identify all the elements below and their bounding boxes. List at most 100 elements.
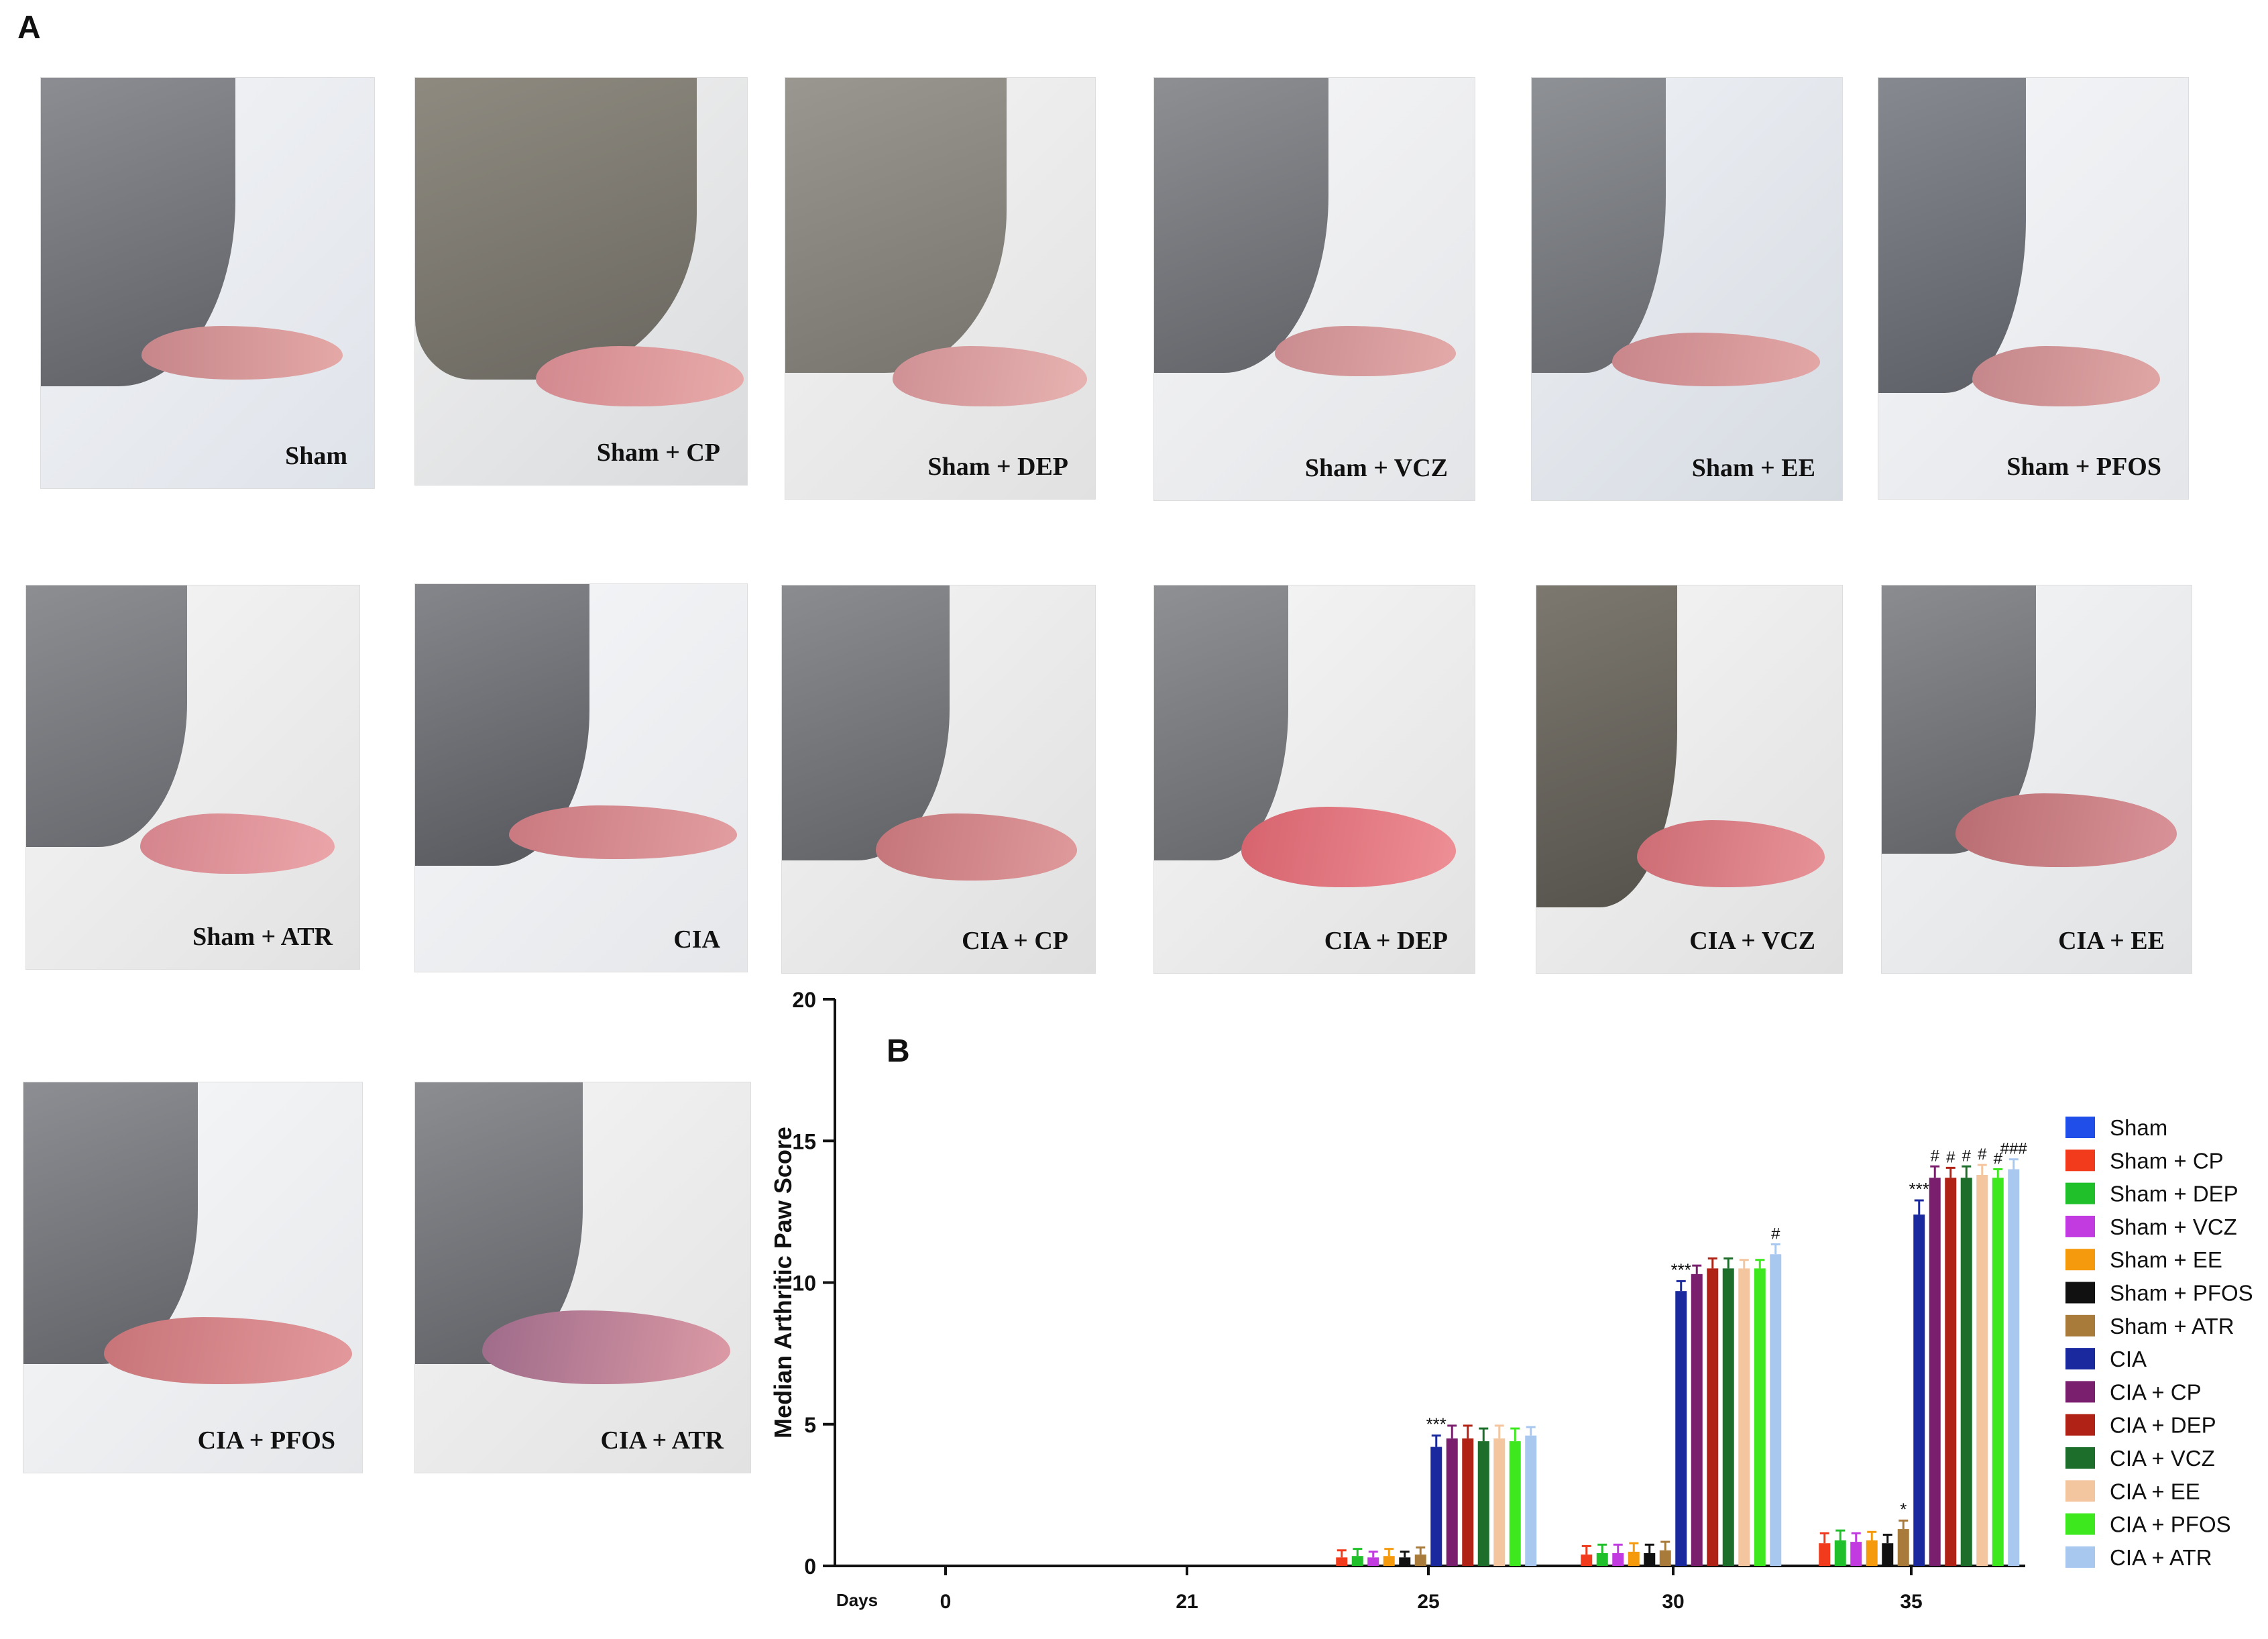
bar: [1960, 1178, 1972, 1566]
bar: [1945, 1178, 1957, 1566]
significance-mark: #: [1771, 1225, 1780, 1243]
x-tick-label: 21: [1176, 1591, 1198, 1613]
bar: [1612, 1552, 1624, 1566]
photo-cia-atr: CIA + ATR: [414, 1082, 751, 1473]
photo-caption: Sham + ATR: [192, 923, 333, 951]
bar: [1644, 1552, 1656, 1566]
bar: [1596, 1552, 1608, 1566]
y-tick-label: 0: [804, 1555, 816, 1579]
bar: [1430, 1447, 1442, 1566]
legend-swatch: [2065, 1149, 2095, 1172]
bar: [1383, 1556, 1395, 1566]
legend-label: Sham: [2110, 1115, 2167, 1140]
y-tick-label: 5: [804, 1413, 816, 1437]
legend-swatch: [2065, 1546, 2095, 1568]
legend-label: CIA + DEP: [2110, 1413, 2216, 1438]
chart-axes: 0 5 10 15 20 Median Arthritic Paw Score Days 0 2…: [769, 988, 2025, 1613]
bar: [1691, 1274, 1703, 1566]
bar: [1707, 1268, 1719, 1566]
legend-label: Sham + VCZ: [2110, 1214, 2237, 1239]
bar: [1509, 1441, 1521, 1566]
legend-swatch: [2065, 1314, 2095, 1337]
photo-caption: CIA + EE: [2058, 927, 2165, 955]
legend-swatch: [2065, 1215, 2095, 1237]
x-axis-title: Days: [836, 1590, 878, 1610]
photo-caption: Sham + VCZ: [1304, 454, 1448, 482]
significance-mark: #: [1962, 1147, 1972, 1165]
photo-sham: Sham: [40, 77, 375, 489]
legend-swatch: [2065, 1117, 2095, 1138]
significance-mark: ***: [1671, 1259, 1691, 1280]
photo-caption: CIA + PFOS: [197, 1426, 335, 1455]
legend-swatch: [2065, 1182, 2095, 1204]
bar: [1722, 1268, 1734, 1566]
photo-cia-dep: CIA + DEP: [1153, 585, 1475, 974]
photo-sham-dep: Sham + DEP: [785, 77, 1096, 500]
legend-label: CIA + PFOS: [2110, 1512, 2231, 1537]
legend-label: CIA + VCZ: [2110, 1446, 2215, 1471]
significance-mark: ***: [1909, 1179, 1929, 1199]
chart-annotations: ******#****# # # # ####: [1426, 1140, 2028, 1520]
photo-caption: Sham + CP: [596, 439, 720, 467]
legend-swatch: [2065, 1282, 2095, 1304]
bar: [1770, 1254, 1782, 1566]
significance-mark: ###: [2000, 1140, 2028, 1158]
legend-swatch: [2065, 1414, 2095, 1436]
legend-swatch: [2065, 1381, 2095, 1403]
significance-mark: #: [1978, 1145, 1987, 1164]
bar: [2008, 1169, 2020, 1566]
photo-cia-pfos: CIA + PFOS: [23, 1082, 363, 1473]
legend-swatch: [2065, 1348, 2095, 1370]
y-tick-label: 15: [792, 1129, 816, 1153]
bar: [1351, 1556, 1363, 1566]
legend-swatch: [2065, 1513, 2095, 1535]
bar: [1367, 1557, 1379, 1566]
y-axis-title: Median Arthritic Paw Score: [769, 1127, 797, 1438]
x-tick-label: 0: [940, 1591, 952, 1613]
photo-caption: Sham + EE: [1691, 454, 1815, 482]
bar: [1882, 1543, 1894, 1566]
photo-caption: Sham + DEP: [927, 453, 1068, 481]
legend-label: Sham + DEP: [2110, 1182, 2238, 1206]
chart-bars: [1336, 1158, 2020, 1566]
bar: [1525, 1435, 1537, 1566]
bar: [1850, 1542, 1862, 1566]
legend-label: Sham + CP: [2110, 1148, 2224, 1173]
legend-label: Sham + ATR: [2110, 1314, 2234, 1339]
bar: [1866, 1540, 1878, 1566]
significance-mark: *: [1900, 1499, 1907, 1519]
bar: [1414, 1555, 1426, 1566]
photo-sham-ee: Sham + EE: [1531, 77, 1843, 501]
photo-caption: Sham + PFOS: [2006, 453, 2161, 481]
legend-label: CIA: [2110, 1347, 2147, 1371]
bar: [1336, 1557, 1348, 1566]
bar: [1462, 1438, 1474, 1566]
significance-mark: #: [1946, 1148, 1955, 1166]
bar: [1628, 1551, 1640, 1566]
x-tick-label: 25: [1417, 1591, 1439, 1613]
panel-b-label: B: [887, 1033, 910, 1069]
significance-mark: #: [1931, 1147, 1940, 1165]
legend-swatch: [2065, 1249, 2095, 1271]
photo-caption: CIA + ATR: [600, 1426, 724, 1455]
photo-caption: CIA + VCZ: [1689, 927, 1815, 955]
photo-caption: CIA: [673, 925, 720, 954]
panel-a-label: A: [17, 10, 41, 46]
significance-mark: ***: [1426, 1414, 1447, 1434]
photo-sham-cp: Sham + CP: [414, 77, 748, 486]
photo-caption: CIA + CP: [962, 927, 1068, 955]
legend-label: CIA + ATR: [2110, 1545, 2212, 1570]
legend-swatch: [2065, 1447, 2095, 1469]
bar: [1477, 1441, 1489, 1566]
bar: [1675, 1291, 1687, 1566]
photo-cia-ee: CIA + EE: [1881, 585, 2192, 974]
photo-caption: CIA + DEP: [1324, 927, 1448, 955]
photo-sham-pfos: Sham + PFOS: [1878, 77, 2189, 500]
significance-mark: #: [1994, 1150, 2003, 1168]
bar: [1929, 1178, 1941, 1566]
bar: [1738, 1268, 1750, 1566]
chart-legend: Sham Sham + CP Sham + DEP Sham + VCZ Sham + …: [2065, 1115, 2253, 1570]
photo-cia-cp: CIA + CP: [781, 585, 1096, 974]
photo-sham-vcz: Sham + VCZ: [1153, 77, 1475, 501]
